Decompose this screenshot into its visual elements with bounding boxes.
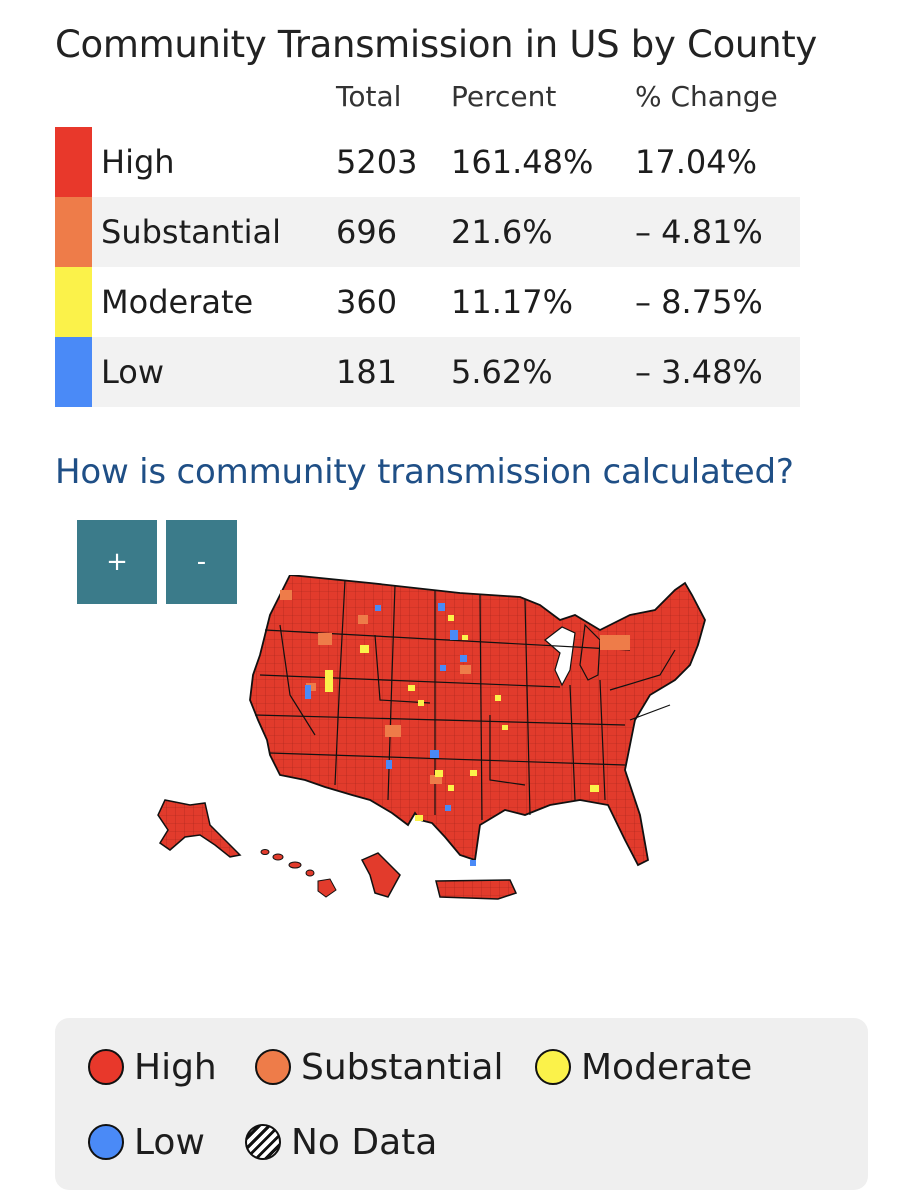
hatched-dot-icon: [245, 1124, 281, 1160]
table-row-low: Low 181 5.62% – 3.48%: [55, 337, 800, 407]
row-percent: 5.62%: [451, 353, 553, 391]
row-percent: 161.48%: [451, 143, 594, 181]
low-dot-icon: [88, 1124, 124, 1160]
row-change: – 3.48%: [635, 353, 763, 391]
legend-label: High: [134, 1047, 217, 1088]
legend-label: Low: [134, 1122, 205, 1163]
low-counties: [305, 603, 476, 866]
page-title: Community Transmission in US by County: [55, 23, 818, 66]
alaska-shape: [157, 799, 242, 858]
row-label: Moderate: [101, 283, 254, 321]
map-legend: High Substantial Moderate Low No Data: [55, 1018, 868, 1190]
moderate-color-swatch: [55, 267, 92, 337]
row-total: 5203: [336, 143, 418, 181]
row-change: – 8.75%: [635, 283, 763, 321]
transmission-table: High 5203 161.48% 17.04% Substantial 696…: [55, 127, 800, 407]
row-total: 181: [336, 353, 398, 391]
substantial-counties: [280, 590, 630, 784]
low-color-swatch: [55, 337, 92, 407]
puerto-rico-shape: [435, 879, 518, 900]
row-percent: 21.6%: [451, 213, 553, 251]
table-row-high: High 5203 161.48% 17.04%: [55, 127, 800, 197]
table-row-substantial: Substantial 696 21.6% – 4.81%: [55, 197, 800, 267]
dc-inset-shape: [360, 852, 401, 898]
row-label: Substantial: [101, 213, 281, 251]
high-dot-icon: [88, 1049, 124, 1085]
column-header-change: % Change: [635, 80, 778, 113]
moderate-dot-icon: [535, 1049, 571, 1085]
us-county-map[interactable]: [130, 575, 730, 910]
hawaii-shape: [260, 849, 337, 898]
zoom-out-button[interactable]: -: [166, 520, 237, 604]
column-header-total: Total: [336, 80, 402, 113]
row-total: 360: [336, 283, 398, 321]
row-percent: 11.17%: [451, 283, 574, 321]
column-header-percent: Percent: [451, 80, 557, 113]
great-lakes-shape: [544, 626, 576, 687]
calculation-info-link[interactable]: How is community transmission calculated…: [55, 452, 794, 492]
moderate-counties: [325, 615, 599, 821]
substantial-dot-icon: [255, 1049, 291, 1085]
legend-label: No Data: [291, 1122, 438, 1163]
row-label: High: [101, 143, 175, 181]
row-label: Low: [101, 353, 165, 391]
substantial-color-swatch: [55, 197, 92, 267]
high-color-swatch: [55, 127, 92, 197]
zoom-in-button[interactable]: +: [77, 520, 157, 604]
contiguous-us-shape: [249, 575, 706, 867]
row-change: – 4.81%: [635, 213, 763, 251]
row-change: 17.04%: [635, 143, 758, 181]
row-total: 696: [336, 213, 398, 251]
table-row-moderate: Moderate 360 11.17% – 8.75%: [55, 267, 800, 337]
legend-label: Moderate: [581, 1047, 753, 1088]
legend-label: Substantial: [301, 1047, 504, 1088]
